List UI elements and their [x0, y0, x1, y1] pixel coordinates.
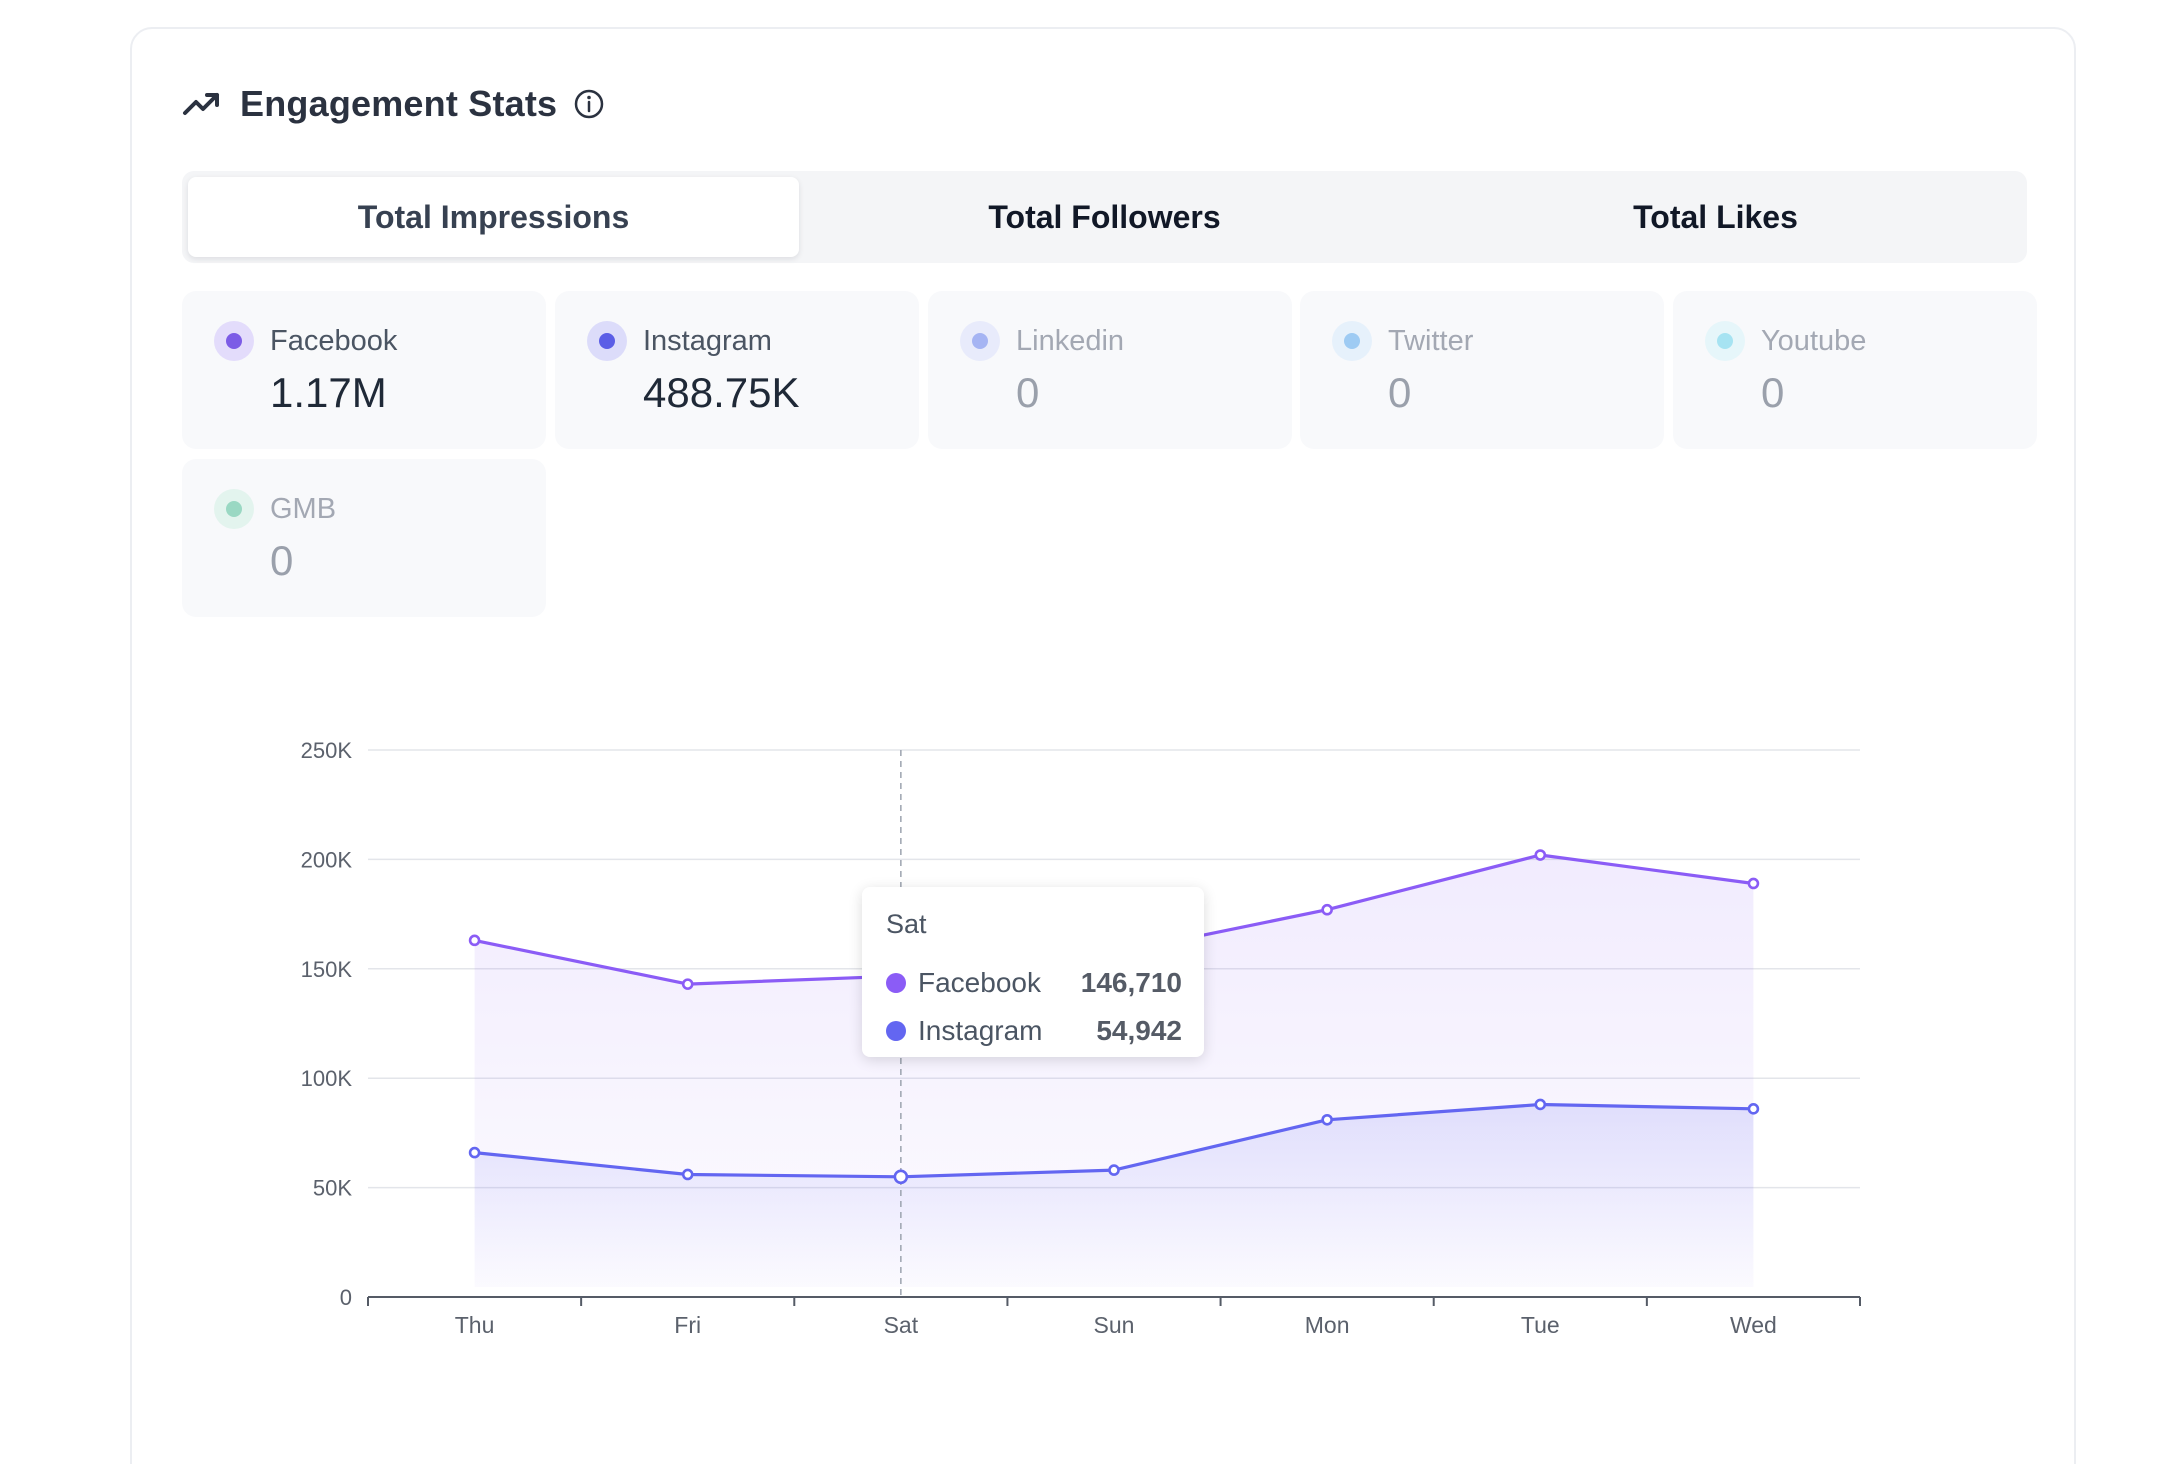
tab-total-likes[interactable]: Total Likes — [1633, 198, 1798, 235]
chart-tooltip: Sat Facebook 146,710 Instagram 54,942 — [862, 887, 1204, 1057]
tooltip-value: 146,710 — [1080, 967, 1182, 998]
info-icon[interactable] — [573, 88, 605, 120]
stat-name: Youtube — [1761, 325, 1867, 357]
card-title: Engagement Stats — [240, 83, 558, 124]
stat-gmb[interactable]: GMB 0 — [182, 459, 546, 617]
youtube-dot-icon — [1705, 321, 1745, 361]
stat-name: GMB — [270, 493, 337, 525]
gmb-dot-icon — [214, 489, 254, 529]
card-header: Engagement Stats — [182, 79, 605, 129]
tab-total-followers[interactable]: Total Followers — [988, 198, 1221, 235]
stat-value: 0 — [1761, 369, 1785, 416]
stat-value: 1.17M — [270, 369, 387, 416]
tooltip-label: Facebook — [918, 967, 1041, 998]
twitter-dot-icon — [1332, 321, 1372, 361]
tooltip-row-facebook: Facebook 146,710 — [886, 966, 1182, 1000]
facebook-dot-icon — [214, 321, 254, 361]
tab-total-impressions[interactable]: Total Impressions — [188, 177, 799, 257]
stat-instagram[interactable]: Instagram 488.75K — [555, 291, 919, 449]
tooltip-value: 54,942 — [1096, 1015, 1182, 1046]
stat-name: Twitter — [1388, 325, 1474, 357]
stat-value: 488.75K — [643, 369, 800, 416]
facebook-marker-icon — [886, 973, 906, 993]
stat-name: Instagram — [643, 325, 772, 357]
stat-value: 0 — [1016, 369, 1040, 416]
tooltip-title: Sat — [886, 909, 927, 939]
tooltip-row-instagram: Instagram 54,942 — [886, 1014, 1182, 1048]
stat-name: Linkedin — [1016, 325, 1125, 357]
trending-up-icon — [183, 93, 219, 115]
stat-facebook[interactable]: Facebook 1.17M — [182, 291, 546, 449]
stat-twitter[interactable]: Twitter 0 — [1300, 291, 1664, 449]
instagram-dot-icon — [587, 321, 627, 361]
stat-name: Facebook — [270, 325, 398, 357]
stat-value: 0 — [270, 537, 294, 584]
metric-tabs: Total Impressions Total Followers Total … — [182, 171, 2027, 263]
engagement-stats-card: Engagement Stats Total Impressions Total… — [130, 27, 2076, 1464]
stat-value: 0 — [1388, 369, 1412, 416]
stat-linkedin[interactable]: Linkedin 0 — [928, 291, 1292, 449]
instagram-marker-icon — [886, 1021, 906, 1041]
linkedin-dot-icon — [960, 321, 1000, 361]
stat-youtube[interactable]: Youtube 0 — [1673, 291, 2037, 449]
tooltip-label: Instagram — [918, 1015, 1043, 1046]
